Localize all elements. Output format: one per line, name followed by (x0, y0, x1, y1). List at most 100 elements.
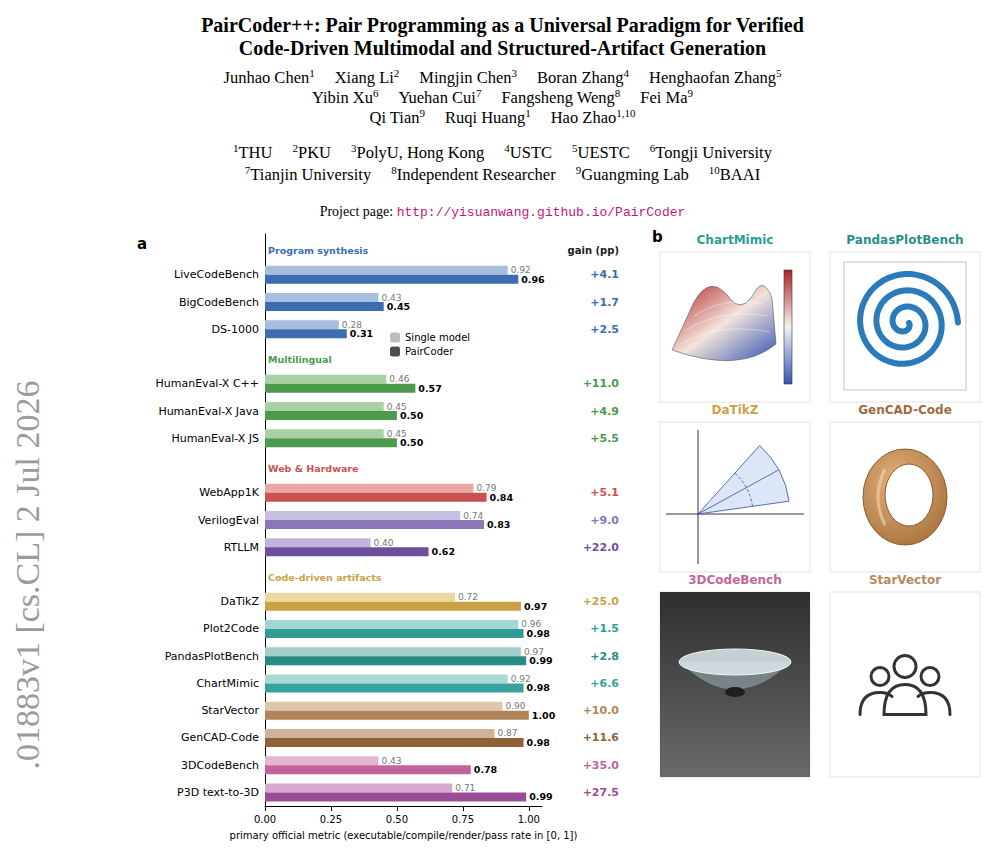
svg-text:+22.0: +22.0 (583, 541, 620, 554)
svg-text:+4.1: +4.1 (590, 268, 619, 281)
svg-text:HumanEval-X JS: HumanEval-X JS (171, 432, 259, 445)
svg-text:0.98: 0.98 (527, 628, 551, 639)
svg-text:0.25: 0.25 (320, 814, 342, 825)
svg-text:0.87: 0.87 (498, 728, 518, 738)
svg-text:Code-driven artifacts: Code-driven artifacts (268, 572, 382, 583)
svg-text:StarVector: StarVector (869, 573, 941, 587)
svg-text:+25.0: +25.0 (583, 595, 620, 608)
svg-text:0.71: 0.71 (455, 783, 475, 793)
svg-text:DS-1000: DS-1000 (212, 323, 259, 336)
svg-text:Plot2Code: Plot2Code (203, 622, 259, 635)
svg-text:+1.7: +1.7 (590, 296, 619, 309)
svg-text:0.45: 0.45 (387, 301, 410, 312)
svg-text:0.78: 0.78 (474, 764, 498, 775)
svg-text:HumanEval-X Java: HumanEval-X Java (158, 405, 259, 418)
svg-text:+10.0: +10.0 (583, 704, 620, 717)
svg-text:0.43: 0.43 (381, 756, 401, 766)
svg-text:primary official metric (execu: primary official metric (executable/comp… (230, 830, 578, 841)
html-text:PairCoder++: Pair Programming: PairCoder++: Pair Programming as a Unive… (201, 14, 804, 36)
svg-text:+27.5: +27.5 (583, 786, 619, 799)
svg-text:0.62: 0.62 (432, 546, 455, 557)
svg-text:0.90: 0.90 (505, 701, 525, 711)
svg-text:ChartMimic: ChartMimic (697, 233, 774, 247)
svg-text:Single model: Single model (405, 332, 470, 343)
html-text:Code-Driven Multimodal and Str: Code-Driven Multimodal and Structured-Ar… (238, 37, 767, 59)
svg-text:a: a (137, 235, 147, 253)
svg-text:BigCodeBench: BigCodeBench (179, 296, 259, 309)
svg-text:+35.0: +35.0 (583, 759, 620, 772)
html-text:Junhao Chen1: Junhao Chen1 (223, 66, 315, 87)
svg-text:+2.8: +2.8 (590, 650, 619, 663)
svg-text:StarVector: StarVector (201, 704, 259, 717)
html-text:4USTC: 4USTC (504, 141, 552, 162)
svg-text:0.75: 0.75 (452, 814, 474, 825)
svg-text:gain (pp): gain (pp) (568, 245, 619, 256)
svg-text:0.50: 0.50 (400, 437, 424, 448)
svg-text:0.57: 0.57 (418, 383, 441, 394)
svg-text:WebApp1K: WebApp1K (199, 486, 259, 499)
svg-text:PandasPlotBench: PandasPlotBench (846, 233, 963, 247)
html-text:Xiang Li2: Xiang Li2 (334, 66, 400, 87)
svg-text:GenCAD-Code: GenCAD-Code (858, 403, 952, 417)
svg-text:ChartMimic: ChartMimic (196, 677, 259, 690)
svg-text:RTLLM: RTLLM (224, 541, 259, 554)
html-text:Yuehan Cui7: Yuehan Cui7 (398, 86, 482, 107)
svg-text:0.99: 0.99 (529, 655, 552, 666)
svg-text:Multilingual: Multilingual (268, 354, 332, 365)
html-text:5UESTC: 5UESTC (572, 141, 630, 162)
html-text:Fei Ma9: Fei Ma9 (640, 86, 693, 107)
svg-text:+6.6: +6.6 (590, 677, 619, 690)
svg-text:PandasPlotBench: PandasPlotBench (165, 650, 259, 663)
html-text:Yibin Xu6: Yibin Xu6 (312, 86, 379, 107)
svg-text:0.46: 0.46 (389, 374, 409, 384)
svg-text:+9.0: +9.0 (590, 514, 619, 527)
html-text:.01883v1 [cs.CL] 2 Jul 2026: .01883v1 [cs.CL] 2 Jul 2026 (9, 380, 46, 770)
svg-text:0.97: 0.97 (524, 601, 547, 612)
svg-text:0.50: 0.50 (400, 410, 424, 421)
svg-text:0.72: 0.72 (458, 592, 478, 602)
svg-text:0.00: 0.00 (254, 814, 276, 825)
svg-text:+11.6: +11.6 (583, 731, 620, 744)
html-text:Ruqi Huang1: Ruqi Huang1 (445, 106, 531, 127)
svg-text:+5.1: +5.1 (590, 486, 619, 499)
html-text:Mingjin Chen3: Mingjin Chen3 (419, 66, 517, 87)
svg-text:0.74: 0.74 (463, 511, 483, 521)
svg-text:+11.0: +11.0 (583, 377, 620, 390)
svg-text:0.99: 0.99 (529, 791, 552, 802)
html-text:3PolyU, Hong Kong: 3PolyU, Hong Kong (351, 141, 485, 162)
svg-text:+5.5: +5.5 (590, 432, 619, 445)
html-text:1THU: 1THU (233, 141, 273, 162)
svg-text:0.98: 0.98 (527, 737, 551, 748)
svg-text:0.83: 0.83 (487, 519, 510, 530)
svg-text:DaTikZ: DaTikZ (711, 403, 758, 417)
svg-text:b: b (652, 228, 663, 246)
svg-text:VerilogEval: VerilogEval (198, 514, 259, 527)
svg-text:0.40: 0.40 (374, 538, 394, 548)
svg-text:0.50: 0.50 (386, 814, 408, 825)
html-text:Qi Tian9: Qi Tian9 (369, 106, 425, 127)
svg-text:+2.5: +2.5 (590, 323, 619, 336)
html-text:Boran Zhang4: Boran Zhang4 (537, 66, 630, 87)
svg-text:1.00: 1.00 (518, 814, 540, 825)
svg-text:GenCAD-Code: GenCAD-Code (181, 731, 259, 744)
svg-text:+4.9: +4.9 (590, 405, 619, 418)
svg-text:P3D text-to-3D: P3D text-to-3D (177, 786, 259, 799)
svg-text:PairCoder: PairCoder (405, 346, 454, 357)
svg-text:Program synthesis: Program synthesis (268, 245, 369, 256)
svg-text:1.00: 1.00 (532, 710, 556, 721)
html-text:Henghaofan Zhang5: Henghaofan Zhang5 (649, 66, 782, 87)
svg-text:Web & Hardware: Web & Hardware (268, 463, 358, 474)
svg-text:0.84: 0.84 (490, 492, 514, 503)
html-text:Fangsheng Weng8: Fangsheng Weng8 (501, 86, 621, 107)
svg-text:DaTikZ: DaTikZ (220, 595, 259, 608)
svg-text:3DCodeBench: 3DCodeBench (181, 759, 259, 772)
html-text:2PKU: 2PKU (292, 141, 331, 162)
html-text:Hao Zhao1,10: Hao Zhao1,10 (550, 106, 636, 127)
svg-text:0.31: 0.31 (350, 328, 373, 339)
svg-text:+1.5: +1.5 (590, 622, 619, 635)
svg-text:HumanEval-X C++: HumanEval-X C++ (156, 377, 260, 390)
svg-text:0.96: 0.96 (521, 274, 545, 285)
svg-text:0.98: 0.98 (527, 682, 551, 693)
svg-text:LiveCodeBench: LiveCodeBench (174, 268, 259, 281)
svg-text:3DCodeBench: 3DCodeBench (688, 573, 782, 587)
